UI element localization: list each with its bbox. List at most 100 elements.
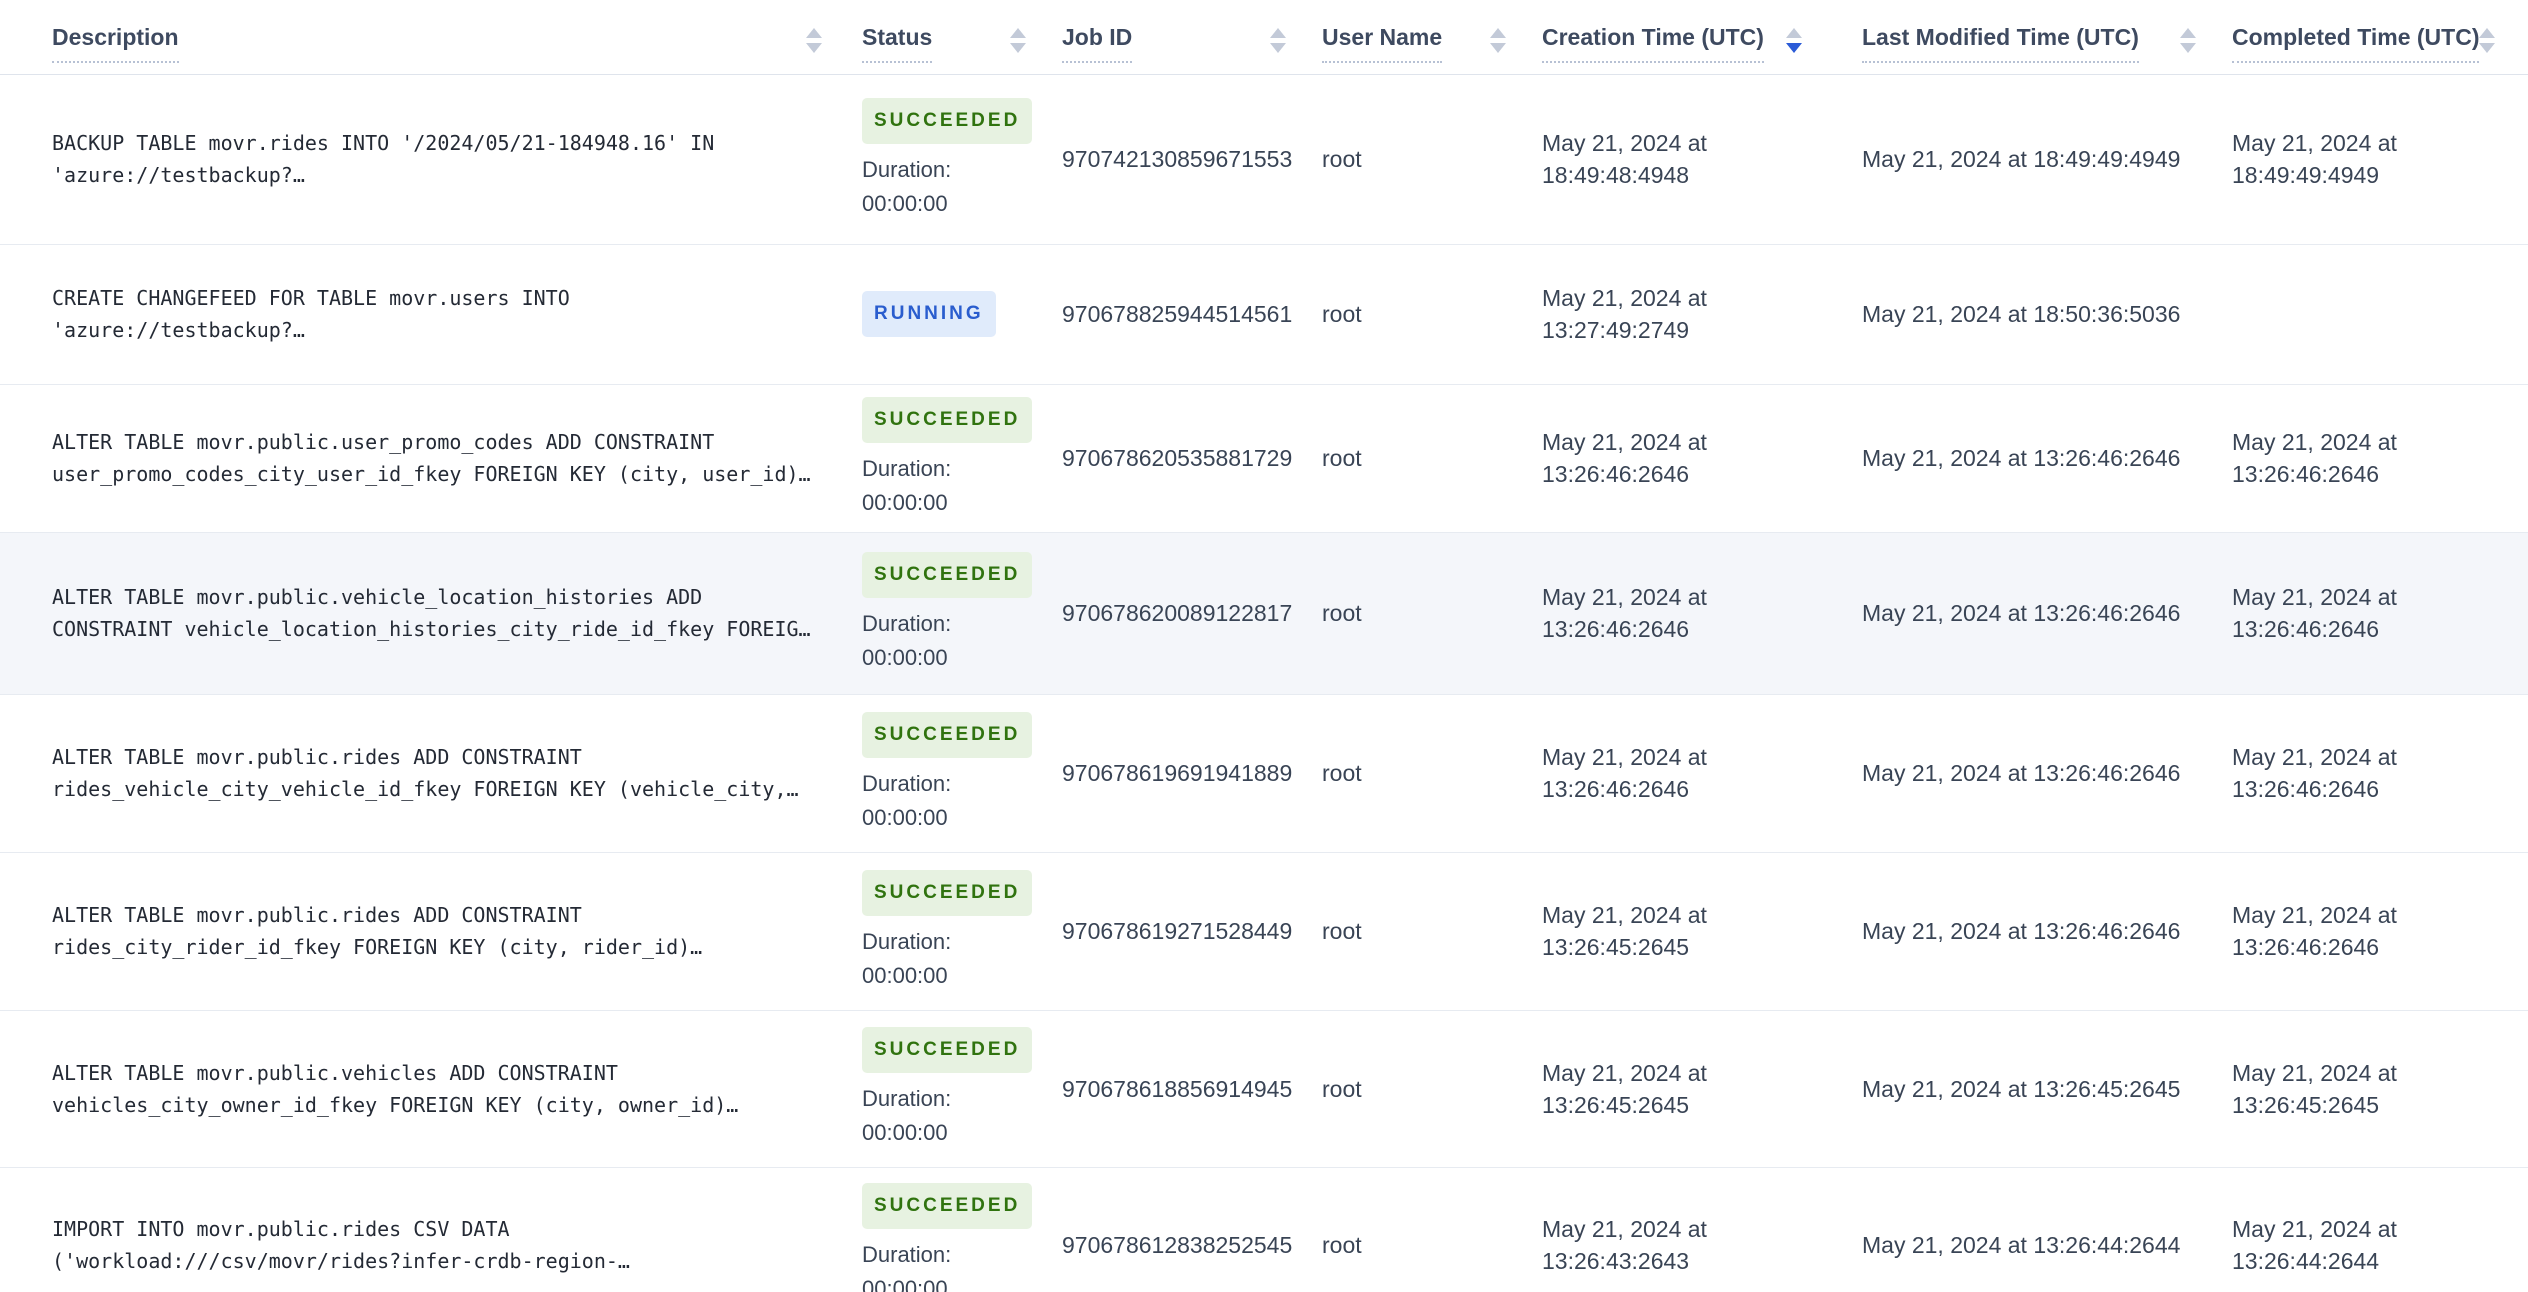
last-modified-time: May 21, 2024 at 13:26:46:2646	[1862, 383, 2232, 532]
creation-time: May 21, 2024 at 13:27:49:2749	[1542, 243, 1862, 384]
sort-desc-icon	[1010, 43, 1026, 53]
status-cell: SUCCEEDED Duration: 00:00:00	[862, 74, 1062, 244]
sort-desc-icon	[806, 43, 822, 53]
jobs-table-body: BACKUP TABLE movr.rides INTO '/2024/05/2…	[0, 74, 2528, 1292]
description-cell: ALTER TABLE movr.public.rides ADD CONSTR…	[0, 693, 862, 852]
creation-time: May 21, 2024 at 13:26:46:2646	[1542, 693, 1862, 852]
status-cell: SUCCEEDED Duration: 00:00:00	[862, 1009, 1062, 1167]
table-row: IMPORT INTO movr.public.rides CSV DATA (…	[0, 1166, 2528, 1292]
completed-time	[2232, 243, 2528, 384]
sort-carets-icon[interactable]	[1490, 28, 1506, 53]
job-duration: Duration: 00:00:00	[862, 156, 952, 216]
sort-carets-icon[interactable]	[1270, 28, 1286, 53]
creation-time: May 21, 2024 at 13:26:46:2646	[1542, 531, 1862, 694]
job-description-link[interactable]: CREATE CHANGEFEED FOR TABLE movr.users I…	[52, 286, 570, 342]
column-label-user-name: User Name	[1322, 24, 1443, 64]
sort-asc-icon	[2180, 28, 2196, 38]
job-id: 970678612838252545	[1062, 1166, 1322, 1292]
description-cell: ALTER TABLE movr.public.vehicle_location…	[0, 531, 862, 694]
description-cell: ALTER TABLE movr.public.vehicles ADD CON…	[0, 1009, 862, 1167]
job-description-link[interactable]: ALTER TABLE movr.public.user_promo_codes…	[52, 430, 811, 486]
status-cell: SUCCEEDED Duration: 00:00:00	[862, 693, 1062, 852]
completed-time: May 21, 2024 at 13:26:46:2646	[2232, 531, 2528, 694]
creation-time: May 21, 2024 at 13:26:46:2646	[1542, 383, 1862, 532]
column-label-last-modified-time: Last Modified Time (UTC)	[1862, 24, 2139, 64]
job-description-link[interactable]: ALTER TABLE movr.public.vehicle_location…	[52, 585, 811, 641]
column-header-creation-time[interactable]: Creation Time (UTC)	[1542, 0, 1862, 75]
user-name: root	[1322, 383, 1542, 532]
table-row: ALTER TABLE movr.public.vehicles ADD CON…	[0, 1009, 2528, 1167]
description-cell: CREATE CHANGEFEED FOR TABLE movr.users I…	[0, 243, 862, 384]
job-description-link[interactable]: ALTER TABLE movr.public.vehicles ADD CON…	[52, 1060, 739, 1117]
job-description-link[interactable]: BACKUP TABLE movr.rides INTO '/2024/05/2…	[52, 131, 715, 187]
description-cell: ALTER TABLE movr.public.user_promo_codes…	[0, 383, 862, 532]
sort-carets-icon[interactable]	[2479, 28, 2496, 53]
column-header-user-name[interactable]: User Name	[1322, 0, 1542, 75]
last-modified-time: May 21, 2024 at 13:26:44:2644	[1862, 1166, 2232, 1292]
status-badge: SUCCEEDED	[862, 1027, 1033, 1073]
completed-time: May 21, 2024 at 13:26:46:2646	[2232, 383, 2528, 532]
user-name: root	[1322, 1009, 1542, 1167]
job-id: 970678619691941889	[1062, 693, 1322, 852]
completed-time: May 21, 2024 at 13:26:45:2645	[2232, 1009, 2528, 1167]
job-duration: Duration: 00:00:00	[862, 1242, 952, 1292]
last-modified-time: May 21, 2024 at 13:26:45:2645	[1862, 1009, 2232, 1167]
creation-time: May 21, 2024 at 13:26:45:2645	[1542, 851, 1862, 1010]
user-name: root	[1322, 851, 1542, 1010]
last-modified-time: May 21, 2024 at 13:26:46:2646	[1862, 851, 2232, 1010]
job-id: 970742130859671553	[1062, 146, 1293, 172]
sort-asc-icon	[2479, 28, 2496, 38]
column-label-description: Description	[52, 24, 179, 64]
sort-asc-icon	[806, 28, 822, 38]
last-modified-time: May 21, 2024 at 18:49:49:4949	[1862, 146, 2181, 172]
user-name: root	[1322, 531, 1542, 694]
description-cell: BACKUP TABLE movr.rides INTO '/2024/05/2…	[0, 74, 862, 244]
job-id: 970678619271528449	[1062, 851, 1322, 1010]
sort-desc-icon	[1270, 43, 1286, 53]
column-header-completed-time[interactable]: Completed Time (UTC)	[2232, 0, 2528, 75]
sort-asc-icon	[1010, 28, 1026, 38]
job-description-link[interactable]: ALTER TABLE movr.public.rides ADD CONSTR…	[52, 903, 703, 959]
description-cell: IMPORT INTO movr.public.rides CSV DATA (…	[0, 1166, 862, 1292]
job-id: 970678618856914945	[1062, 1009, 1322, 1167]
completed-time: May 21, 2024 at 13:26:46:2646	[2232, 693, 2528, 852]
sort-carets-icon[interactable]	[1786, 28, 1802, 53]
sort-desc-icon	[2479, 43, 2496, 53]
sort-carets-icon[interactable]	[806, 28, 822, 53]
sort-asc-icon	[1270, 28, 1286, 38]
table-header-row: Description Status J	[0, 0, 2528, 75]
sort-desc-icon	[1490, 43, 1506, 53]
creation-time: May 21, 2024 at 18:49:48:4948	[1542, 130, 1707, 188]
table-row: BACKUP TABLE movr.rides INTO '/2024/05/2…	[0, 74, 2528, 244]
job-duration: Duration: 00:00:00	[862, 610, 952, 670]
status-cell: SUCCEEDED Duration: 00:00:00	[862, 383, 1062, 532]
column-label-job-id: Job ID	[1062, 24, 1133, 64]
status-badge: SUCCEEDED	[862, 396, 1033, 443]
column-header-status[interactable]: Status	[862, 0, 1062, 75]
status-badge: SUCCEEDED	[862, 97, 1033, 144]
user-name: root	[1322, 146, 1362, 172]
sort-carets-icon[interactable]	[2180, 28, 2196, 53]
status-cell: RUNNING	[862, 243, 1062, 384]
table-row: ALTER TABLE movr.public.user_promo_codes…	[0, 383, 2528, 532]
column-header-last-modified-time[interactable]: Last Modified Time (UTC)	[1862, 0, 2232, 75]
sort-desc-icon	[1786, 43, 1802, 53]
table-row: ALTER TABLE movr.public.rides ADD CONSTR…	[0, 693, 2528, 852]
sort-asc-icon	[1786, 28, 1802, 38]
job-description-link[interactable]: ALTER TABLE movr.public.rides ADD CONSTR…	[52, 745, 799, 801]
job-id: 970678620535881729	[1062, 383, 1322, 532]
status-badge: SUCCEEDED	[862, 869, 1033, 916]
column-header-job-id[interactable]: Job ID	[1062, 0, 1322, 75]
column-header-description[interactable]: Description	[0, 0, 862, 75]
completed-time: May 21, 2024 at 18:49:49:4949	[2232, 130, 2397, 188]
job-duration: Duration: 00:00:00	[862, 1086, 952, 1145]
last-modified-time: May 21, 2024 at 13:26:46:2646	[1862, 531, 2232, 694]
status-cell: SUCCEEDED Duration: 00:00:00	[862, 1166, 1062, 1292]
sort-carets-icon[interactable]	[1010, 28, 1026, 53]
job-description-link[interactable]: IMPORT INTO movr.public.rides CSV DATA (…	[52, 1216, 630, 1273]
status-badge: SUCCEEDED	[862, 1183, 1033, 1230]
status-badge: SUCCEEDED	[862, 551, 1033, 598]
status-badge: RUNNING	[862, 291, 996, 337]
description-cell: ALTER TABLE movr.public.rides ADD CONSTR…	[0, 851, 862, 1010]
